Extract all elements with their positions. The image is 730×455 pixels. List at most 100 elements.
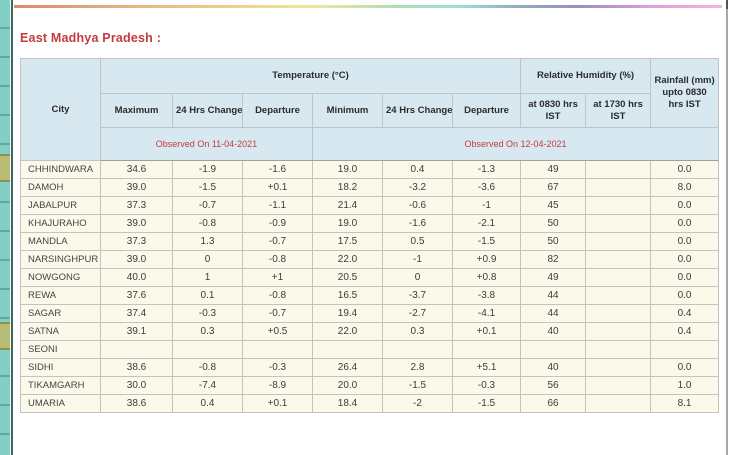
value-cell: -0.7 [242, 304, 313, 323]
value-cell: 20.0 [312, 376, 383, 395]
table-row: CHHINDWARA 34.6 -1.9 -1.6 19.0 0.4 -1.3 … [20, 160, 720, 179]
value-cell: 30.0 [100, 376, 173, 395]
value-cell: 0 [382, 268, 453, 287]
value-cell [585, 286, 652, 305]
value-cell: 66 [520, 394, 587, 413]
city-cell: CHHINDWARA [20, 160, 101, 179]
value-cell: -0.8 [172, 358, 243, 377]
right-scrollbar[interactable] [726, 0, 728, 455]
city-cell: KHAJURAHO [20, 214, 101, 233]
value-cell: -0.7 [172, 196, 243, 215]
value-cell: -4.1 [451, 304, 522, 323]
value-cell [312, 340, 383, 359]
value-cell: 56 [520, 376, 587, 395]
value-cell: -2.7 [382, 304, 453, 323]
table-row: SEONI [20, 340, 720, 359]
value-cell [585, 358, 652, 377]
table-row: NARSINGHPUR 39.0 0 -0.8 22.0 -1 +0.9 82 … [20, 250, 720, 269]
col-group-humidity: Relative Humidity (%) [520, 58, 652, 94]
value-cell: 26.4 [312, 358, 383, 377]
value-cell: 50 [520, 232, 587, 251]
left-strip-segment [0, 322, 10, 350]
value-cell: 37.3 [100, 196, 173, 215]
value-cell: 0.4 [172, 394, 243, 413]
value-cell: 67 [520, 178, 587, 197]
value-cell: 45 [520, 196, 587, 215]
table-row: UMARIA 38.6 0.4 +0.1 18.4 -2 -1.5 66 8.1 [20, 394, 720, 413]
value-cell: -3.2 [382, 178, 453, 197]
value-cell: +0.9 [451, 250, 522, 269]
col-header-departure-max: Departure [242, 93, 313, 128]
value-cell: 49 [520, 160, 587, 179]
left-decorative-strip [0, 0, 10, 455]
value-cell: 0.0 [650, 232, 720, 251]
value-cell: -1 [451, 196, 522, 215]
value-cell: 39.1 [100, 322, 173, 341]
value-cell: 82 [520, 250, 587, 269]
value-cell: 0.0 [650, 358, 720, 377]
value-cell: 39.0 [100, 214, 173, 233]
observed-on-date-2: Observed On 12-04-2021 [311, 127, 720, 161]
page-title: East Madhya Pradesh : [20, 31, 162, 45]
value-cell: +5.1 [451, 358, 522, 377]
value-cell: +0.1 [451, 322, 522, 341]
value-cell: -1.5 [451, 232, 522, 251]
value-cell [585, 322, 652, 341]
value-cell: 1 [172, 268, 243, 287]
value-cell [585, 196, 652, 215]
header-sub-row: Maximum 24 Hrs Change Departure Minimum … [21, 93, 719, 128]
value-cell: -0.8 [172, 214, 243, 233]
value-cell: -1.5 [172, 178, 243, 197]
value-cell: 40.0 [100, 268, 173, 287]
value-cell: 0.0 [650, 250, 720, 269]
left-strip-segment [0, 154, 10, 182]
value-cell: -0.6 [382, 196, 453, 215]
value-cell: -0.3 [451, 376, 522, 395]
value-cell: 0.0 [650, 214, 720, 233]
city-cell: SIDHI [20, 358, 101, 377]
value-cell: -1.3 [451, 160, 522, 179]
table-row: REWA 37.6 0.1 -0.8 16.5 -3.7 -3.8 44 0.0 [20, 286, 720, 305]
city-cell: DAMOH [20, 178, 101, 197]
scrollbar-thumb[interactable] [726, 0, 728, 9]
value-cell: -8.9 [242, 376, 313, 395]
col-header-departure-min: Departure [451, 93, 522, 128]
value-cell: 22.0 [312, 250, 383, 269]
value-cell: +0.8 [451, 268, 522, 287]
city-cell: UMARIA [20, 394, 101, 413]
value-cell: 8.0 [650, 178, 720, 197]
city-cell: TIKAMGARH [20, 376, 101, 395]
value-cell: 34.6 [100, 160, 173, 179]
value-cell: -0.3 [242, 358, 313, 377]
value-cell: 0.0 [650, 268, 720, 287]
value-cell: 44 [520, 304, 587, 323]
city-cell: SEONI [20, 340, 101, 359]
value-cell: +0.5 [242, 322, 313, 341]
value-cell: 2.8 [382, 358, 453, 377]
value-cell: -1 [382, 250, 453, 269]
value-cell: 19.4 [312, 304, 383, 323]
value-cell [585, 268, 652, 287]
value-cell: +0.1 [242, 394, 313, 413]
col-header-rh-1730: at 1730 hrs IST [585, 93, 652, 128]
value-cell: 39.0 [100, 178, 173, 197]
table-row: JABALPUR 37.3 -0.7 -1.1 21.4 -0.6 -1 45 … [20, 196, 720, 215]
city-cell: MANDLA [20, 232, 101, 251]
table-row: TIKAMGARH 30.0 -7.4 -8.9 20.0 -1.5 -0.3 … [20, 376, 720, 395]
value-cell: -0.9 [242, 214, 313, 233]
value-cell: 21.4 [312, 196, 383, 215]
value-cell: 0.5 [382, 232, 453, 251]
value-cell: +1 [242, 268, 313, 287]
table-row: SAGAR 37.4 -0.3 -0.7 19.4 -2.7 -4.1 44 0… [20, 304, 720, 323]
city-cell: JABALPUR [20, 196, 101, 215]
value-cell: 16.5 [312, 286, 383, 305]
value-cell: 18.4 [312, 394, 383, 413]
col-header-24hrs-change-min: 24 Hrs Change [382, 93, 453, 128]
value-cell: 0.4 [382, 160, 453, 179]
value-cell: -1.6 [382, 214, 453, 233]
value-cell: 38.6 [100, 358, 173, 377]
value-cell: -1.6 [242, 160, 313, 179]
value-cell: 19.0 [312, 214, 383, 233]
table-row: NOWGONG 40.0 1 +1 20.5 0 +0.8 49 0.0 [20, 268, 720, 287]
value-cell [585, 340, 652, 359]
